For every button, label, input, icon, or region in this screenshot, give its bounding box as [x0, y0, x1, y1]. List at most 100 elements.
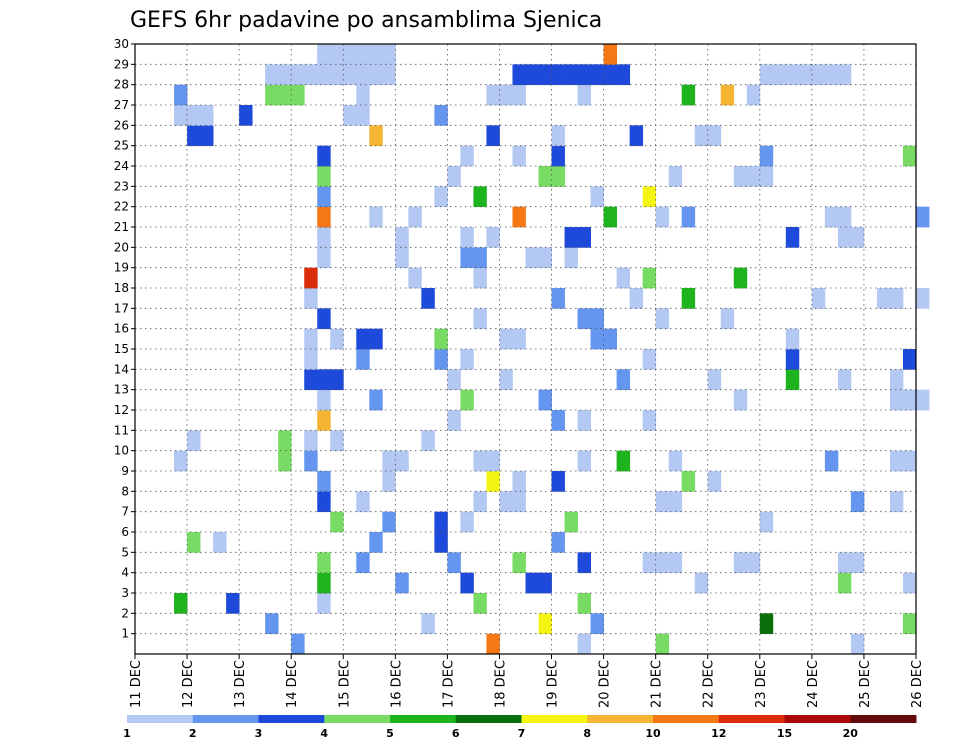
heatmap-cell: [356, 349, 370, 370]
heatmap-cell: [369, 532, 383, 553]
heatmap-cell: [512, 84, 526, 106]
heatmap-cell: [512, 552, 526, 574]
heatmap-cell: [668, 166, 683, 187]
heatmap-cell: [850, 633, 865, 655]
heatmap-cell: [317, 491, 331, 513]
heatmap-cell: [486, 84, 500, 106]
heatmap-cell: [356, 44, 370, 65]
heatmap-cell: [902, 572, 917, 594]
heatmap-cell: [564, 227, 578, 248]
y-tick-label: 24: [114, 159, 129, 173]
heatmap-cell: [473, 308, 487, 330]
y-tick-label: 27: [114, 98, 129, 112]
heatmap-cell: [317, 369, 331, 391]
heatmap-cell: [304, 369, 318, 391]
heatmap-cell: [486, 227, 500, 248]
heatmap-cell: [486, 633, 500, 655]
heatmap-cell: [538, 389, 552, 411]
legend-label: 6: [452, 727, 460, 740]
heatmap-cell: [278, 430, 292, 452]
heatmap-cell: [889, 389, 904, 411]
heatmap-cell: [174, 593, 188, 614]
heatmap-cell: [759, 145, 774, 167]
heatmap-cell: [850, 227, 865, 248]
heatmap-cell: [720, 84, 735, 106]
heatmap-cell: [746, 84, 761, 106]
heatmap-cell: [811, 64, 826, 86]
heatmap-cell: [551, 145, 565, 167]
heatmap-cell: [434, 186, 448, 208]
heatmap-cell: [421, 288, 435, 309]
y-tick-label: 8: [121, 484, 129, 498]
heatmap-cell: [460, 389, 474, 411]
heatmap-cell: [369, 328, 383, 350]
heatmap-cell: [707, 125, 722, 147]
heatmap-cell: [317, 44, 331, 65]
heatmap-cell: [759, 613, 774, 635]
heatmap-cell: [369, 125, 383, 147]
y-tick-label: 13: [114, 383, 129, 397]
heatmap-cell: [512, 328, 526, 350]
x-tick-label: 26 DEC: [910, 660, 925, 708]
heatmap-cell: [902, 349, 917, 370]
heatmap-cell: [759, 511, 774, 533]
heatmap-cell: [512, 64, 526, 86]
heatmap-cell: [889, 450, 904, 472]
heatmap-cell: [681, 471, 696, 492]
heatmap-cell: [681, 206, 696, 228]
y-tick-label: 1: [121, 627, 129, 641]
heatmap-cell: [837, 572, 852, 594]
heatmap-cell: [265, 613, 279, 635]
heatmap-cell: [603, 328, 618, 350]
heatmap-cell: [486, 471, 500, 492]
x-tick-label: 22 DEC: [702, 660, 717, 708]
heatmap-cell: [200, 125, 214, 147]
heatmap-cell: [369, 44, 383, 65]
y-tick-label: 25: [114, 139, 129, 153]
legend-swatch: [850, 715, 917, 723]
heatmap-cell: [564, 511, 578, 533]
x-tick-label: 23 DEC: [754, 660, 769, 708]
heatmap-cell: [395, 572, 409, 594]
heatmap-cell: [304, 288, 318, 309]
heatmap-cell: [590, 64, 604, 86]
heatmap-cell: [356, 491, 370, 513]
heatmap-cell: [902, 389, 917, 411]
heatmap-cell: [369, 64, 383, 86]
color-legend: 1 2 3 4 5 6 7 8 10 12 15 20: [123, 715, 917, 740]
heatmap-cell: [642, 552, 657, 574]
heatmap-cell: [564, 247, 578, 269]
x-tick-label: 12 DEC: [181, 660, 196, 708]
heatmap-cell: [785, 369, 800, 391]
heatmap-cell: [616, 64, 631, 86]
heatmap-cell: [538, 247, 552, 269]
heatmap-cell: [916, 288, 930, 309]
heatmap-cell: [382, 64, 396, 86]
heatmap-cell: [291, 84, 305, 106]
heatmap-cell: [317, 410, 331, 431]
heatmap-cell: [473, 593, 487, 614]
legend-label: 1: [123, 727, 131, 740]
heatmap-cell: [616, 450, 631, 472]
heatmap-cell: [850, 491, 865, 513]
heatmap-cell: [434, 511, 448, 533]
y-tick-label: 7: [121, 505, 129, 519]
heatmap-cell: [902, 450, 917, 472]
heatmap-cell: [317, 227, 331, 248]
heatmap-cell: [473, 491, 487, 513]
heatmap-cell: [317, 166, 331, 187]
legend-swatch: [587, 715, 654, 723]
y-tick-label: 16: [114, 322, 129, 336]
heatmap-cell: [824, 206, 839, 228]
heatmap-cell: [577, 410, 591, 431]
x-tick-label: 21 DEC: [650, 660, 665, 708]
heatmap-cell: [837, 64, 852, 86]
y-tick-label: 28: [114, 78, 129, 92]
heatmap-cell: [486, 450, 500, 472]
heatmap-cell: [395, 247, 409, 269]
heatmap-cell: [577, 84, 591, 106]
heatmap-cell: [642, 349, 657, 370]
heatmap-cell: [655, 206, 670, 228]
heatmap-cell: [330, 511, 344, 533]
